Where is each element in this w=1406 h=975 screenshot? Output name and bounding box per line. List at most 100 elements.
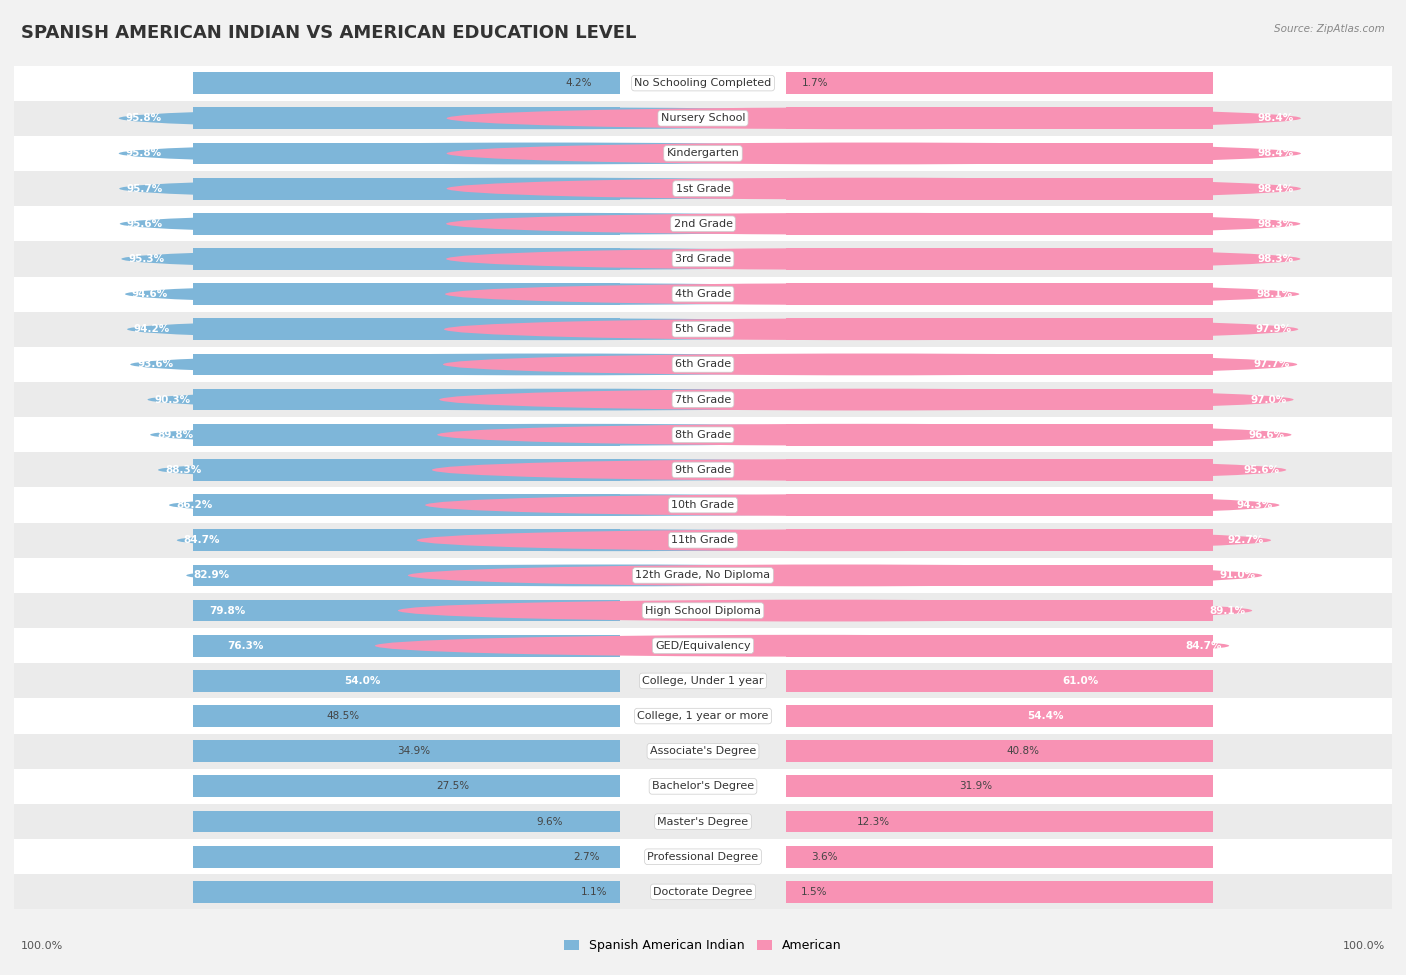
Text: 8th Grade: 8th Grade (675, 430, 731, 440)
Circle shape (443, 354, 1298, 375)
Text: 92.7%: 92.7% (1227, 535, 1264, 545)
Circle shape (157, 459, 1012, 481)
Bar (786, 635, 801, 656)
Text: 12th Grade, No Diploma: 12th Grade, No Diploma (636, 570, 770, 580)
Text: 98.1%: 98.1% (1257, 290, 1292, 299)
Bar (786, 213, 1213, 235)
Text: 100.0%: 100.0% (21, 941, 63, 951)
Text: 40.8%: 40.8% (1007, 746, 1039, 757)
Text: Source: ZipAtlas.com: Source: ZipAtlas.com (1274, 24, 1385, 34)
Text: 96.6%: 96.6% (1249, 430, 1285, 440)
Bar (786, 846, 1213, 868)
Circle shape (446, 283, 1299, 305)
Bar (786, 881, 1213, 903)
Text: 2.7%: 2.7% (572, 852, 599, 862)
Circle shape (118, 142, 973, 165)
Bar (786, 177, 1213, 200)
Text: 90.3%: 90.3% (155, 395, 191, 405)
Text: SPANISH AMERICAN INDIAN VS AMERICAN EDUCATION LEVEL: SPANISH AMERICAN INDIAN VS AMERICAN EDUC… (21, 24, 637, 42)
Circle shape (148, 389, 1002, 410)
Text: No Schooling Completed: No Schooling Completed (634, 78, 772, 88)
Text: 6th Grade: 6th Grade (675, 360, 731, 370)
Text: 98.4%: 98.4% (1258, 113, 1294, 123)
Bar (14, 206, 1392, 242)
Text: 86.2%: 86.2% (176, 500, 212, 510)
Bar (193, 72, 620, 94)
Bar (786, 565, 835, 586)
Text: 88.3%: 88.3% (165, 465, 201, 475)
Text: 89.8%: 89.8% (157, 430, 193, 440)
Bar (14, 875, 1392, 910)
Bar (193, 213, 620, 235)
Circle shape (131, 354, 984, 375)
Text: 31.9%: 31.9% (959, 781, 993, 792)
Text: 27.5%: 27.5% (436, 781, 470, 792)
Text: 48.5%: 48.5% (326, 711, 360, 722)
Bar (14, 769, 1392, 804)
Bar (193, 248, 620, 270)
Bar (14, 523, 1392, 558)
Circle shape (125, 283, 980, 305)
Text: 2nd Grade: 2nd Grade (673, 218, 733, 229)
Bar (786, 459, 859, 481)
Bar (553, 283, 620, 305)
Bar (14, 417, 1392, 452)
Bar (14, 452, 1392, 488)
Text: 95.8%: 95.8% (125, 148, 162, 159)
Bar (786, 459, 1213, 481)
Bar (578, 424, 620, 446)
Bar (786, 107, 873, 129)
Bar (786, 424, 865, 446)
Text: 89.1%: 89.1% (1209, 605, 1246, 615)
Bar (546, 107, 620, 129)
Text: Bachelor's Degree: Bachelor's Degree (652, 781, 754, 792)
Bar (786, 319, 1213, 340)
Bar (193, 881, 620, 903)
Bar (786, 354, 1213, 375)
Text: 11th Grade: 11th Grade (672, 535, 734, 545)
Bar (14, 171, 1392, 206)
Bar (547, 177, 620, 200)
Circle shape (169, 494, 1024, 516)
Text: 84.7%: 84.7% (1185, 641, 1222, 650)
Text: 95.7%: 95.7% (127, 183, 162, 194)
Bar (14, 839, 1392, 875)
Text: 3rd Grade: 3rd Grade (675, 254, 731, 264)
Bar (193, 600, 620, 621)
Bar (193, 775, 620, 798)
Text: 95.6%: 95.6% (1243, 465, 1279, 475)
Bar (193, 283, 620, 305)
Text: 94.6%: 94.6% (132, 290, 169, 299)
Text: 95.3%: 95.3% (128, 254, 165, 264)
Circle shape (432, 459, 1286, 481)
Bar (193, 459, 620, 481)
Circle shape (447, 107, 1301, 129)
Text: 93.6%: 93.6% (138, 360, 173, 370)
Bar (786, 494, 852, 516)
Bar (596, 494, 620, 516)
Bar (193, 107, 620, 129)
Bar (786, 424, 1213, 446)
Bar (14, 347, 1392, 382)
Circle shape (444, 319, 1298, 340)
Text: 4.2%: 4.2% (565, 78, 592, 88)
Bar (547, 213, 620, 235)
Bar (14, 277, 1392, 312)
Bar (605, 529, 620, 551)
Text: 97.9%: 97.9% (1256, 325, 1291, 334)
Bar (786, 283, 1213, 305)
Bar (193, 424, 620, 446)
Text: 12.3%: 12.3% (858, 816, 890, 827)
Text: Kindergarten: Kindergarten (666, 148, 740, 159)
Bar (786, 142, 873, 165)
Bar (786, 389, 1213, 410)
Bar (557, 354, 620, 375)
Bar (14, 733, 1392, 769)
Circle shape (446, 213, 1301, 235)
Circle shape (408, 565, 1263, 586)
Bar (193, 635, 620, 656)
Legend: Spanish American Indian, American: Spanish American Indian, American (560, 934, 846, 957)
Bar (786, 283, 872, 305)
Text: Professional Degree: Professional Degree (647, 852, 759, 862)
Circle shape (398, 600, 1253, 621)
